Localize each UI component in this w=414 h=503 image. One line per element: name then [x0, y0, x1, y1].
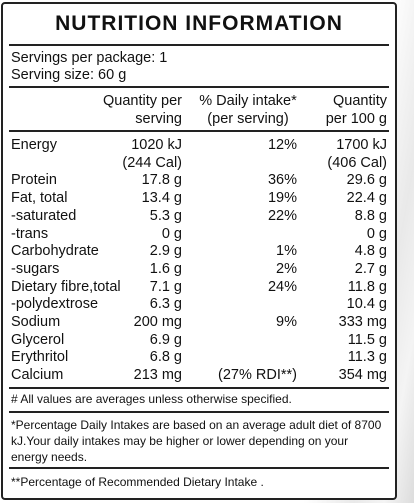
quantity-per-100g: 22.4 g: [346, 190, 387, 207]
nutrient-name: -polydextrose: [11, 296, 99, 313]
footnote-averages: # All values are averages unless otherwi…: [11, 392, 292, 406]
quantity-per-serving: 5.3 g: [149, 207, 182, 224]
divider: [9, 411, 389, 413]
table-row: Erythritol 6.8 g 11.3 g: [11, 348, 387, 366]
nutrient-name: Carbohydrate: [11, 243, 99, 260]
quantity-per-100g: 2.7 g: [354, 260, 387, 277]
header-text: % Daily intake*: [199, 93, 297, 109]
nutrient-name: -saturated: [11, 207, 77, 224]
nutrient-name: -sugars: [11, 260, 60, 277]
footnote-rdi: **Percentage of Recommended Dietary Inta…: [11, 475, 264, 489]
quantity-per-serving: (244 Cal): [122, 154, 182, 171]
daily-intake-percent: (27% RDI**): [218, 367, 297, 384]
quantity-per-100g: 11.8 g: [347, 278, 387, 295]
quantity-per-serving: 0 g: [161, 225, 182, 242]
quantity-per-100g: 11.5 g: [347, 331, 387, 348]
quantity-per-serving: 2.9 g: [149, 243, 182, 260]
quantity-per-serving: 7.1 g: [149, 278, 182, 295]
quantity-per-100g: 0 g: [366, 225, 387, 242]
header-text: Quantity: [333, 93, 387, 109]
divider: [9, 130, 389, 132]
table-row: Carbohydrate 2.9 g 1% 4.8 g: [11, 242, 387, 260]
nutrient-name: Sodium: [11, 314, 61, 330]
panel-title: NUTRITION INFORMATION: [55, 12, 343, 35]
nutrient-name: Energy: [11, 137, 57, 153]
quantity-per-100g: 4.8 g: [354, 243, 387, 260]
daily-intake-percent: 19%: [267, 190, 297, 207]
divider: [9, 387, 389, 389]
nutrient-name: Glycerol: [11, 331, 65, 348]
nutrition-panel: NUTRITION INFORMATION Servings per packa…: [1, 2, 397, 500]
serving-size: Serving size: 60 g: [11, 67, 127, 83]
table-row: -trans 0 g 0 g: [11, 225, 387, 243]
quantity-per-serving: 1020 kJ: [131, 137, 182, 153]
header-text: per 100 g: [325, 111, 387, 127]
table-row: (244 Cal) (406 Cal): [11, 154, 387, 172]
divider: [9, 44, 389, 46]
daily-intake-percent: 1%: [276, 243, 297, 260]
divider: [9, 86, 389, 88]
quantity-per-serving: 200 mg: [133, 314, 182, 330]
footnote-daily-intake: *Percentage Daily Intakes are based on a…: [11, 418, 382, 464]
quantity-per-100g: 11.3 g: [347, 349, 387, 366]
quantity-per-100g: 354 mg: [338, 367, 387, 384]
header-quantity-per-serving: Quantity per serving: [72, 92, 182, 128]
nutrient-name: Protein: [11, 172, 57, 189]
quantity-per-100g: 1700 kJ: [336, 137, 387, 153]
table-row: -sugars 1.6 g 2% 2.7 g: [11, 260, 387, 278]
daily-intake-percent: 2%: [276, 260, 297, 277]
nutrient-name: Calcium: [11, 367, 64, 384]
table-row: Energy 1020 kJ 12% 1700 kJ: [11, 136, 387, 154]
divider: [9, 467, 389, 469]
table-row: -saturated 5.3 g 22% 8.8 g: [11, 207, 387, 225]
quantity-per-serving: 6.9 g: [149, 331, 182, 348]
quantity-per-100g: 29.6 g: [346, 172, 387, 189]
table-row: -polydextrose 6.3 g 10.4 g: [11, 295, 387, 313]
daily-intake-percent: 22%: [267, 207, 297, 224]
nutrient-name: Fat, total: [11, 190, 68, 207]
quantity-per-100g: (406 Cal): [327, 154, 387, 171]
quantity-per-serving: 17.8 g: [141, 172, 182, 189]
table-row: Sodium 200 mg 9% 333 mg: [11, 313, 387, 331]
quantity-per-100g: 333 mg: [338, 314, 387, 330]
table-row: Fat, total 13.4 g 19% 22.4 g: [11, 189, 387, 207]
quantity-per-serving: 213 mg: [133, 367, 182, 384]
quantity-per-100g: 10.4 g: [346, 296, 387, 313]
nutrient-name: Dietary fibre,total: [11, 278, 121, 295]
table-row: Protein 17.8 g 36% 29.6 g: [11, 171, 387, 189]
nutrient-name: Erythritol: [11, 349, 69, 366]
quantity-per-serving: 13.4 g: [141, 190, 182, 207]
daily-intake-percent: 9%: [276, 314, 297, 330]
table-row: Glycerol 6.9 g 11.5 g: [11, 331, 387, 349]
quantity-per-serving: 6.8 g: [149, 349, 182, 366]
header-text: serving: [135, 111, 182, 127]
header-text: Quantity per: [103, 93, 182, 109]
quantity-per-serving: 1.6 g: [149, 260, 182, 277]
table-row: Calcium 213 mg (27% RDI**) 354 mg: [11, 366, 387, 384]
daily-intake-percent: 36%: [267, 172, 297, 189]
daily-intake-percent: 24%: [267, 278, 297, 295]
header-text: (per serving): [207, 111, 289, 127]
daily-intake-percent: 12%: [267, 137, 297, 153]
quantity-per-serving: 6.3 g: [149, 296, 182, 313]
header-quantity-per-100g: Quantity per 100 g: [307, 92, 387, 128]
table-row: Dietary fibre,total 7.1 g 24% 11.8 g: [11, 278, 387, 296]
quantity-per-100g: 8.8 g: [354, 207, 387, 224]
nutrient-name: -trans: [11, 225, 49, 242]
servings-per-package: Servings per package: 1: [11, 50, 168, 66]
header-daily-intake: % Daily intake* (per serving): [189, 92, 307, 128]
